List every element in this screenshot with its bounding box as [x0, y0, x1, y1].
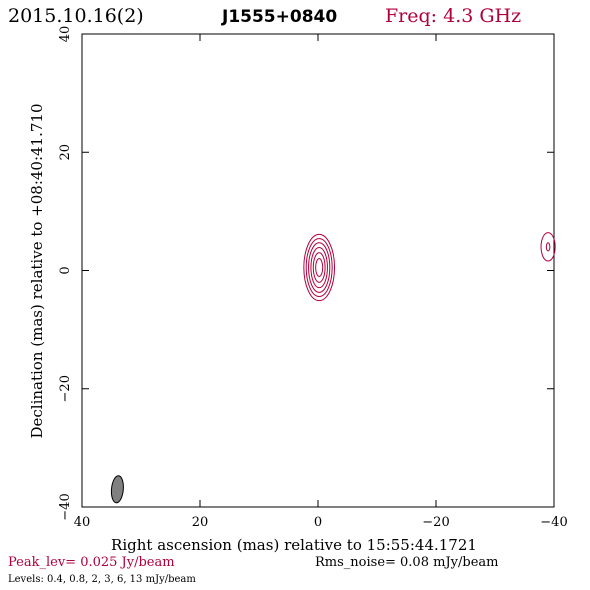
y-tick-label: 0 [58, 266, 73, 274]
frequency-label: Freq: 4.3 GHz [385, 5, 521, 27]
x-tick-label: 20 [192, 515, 209, 530]
y-axis-label: Declination (mas) relative to +08:40:41.… [28, 103, 46, 438]
x-tick-label: −40 [540, 515, 567, 530]
contour-core [312, 252, 326, 283]
contour-secondary [540, 232, 556, 262]
contour-core [303, 233, 336, 302]
contour-core [315, 258, 324, 277]
source-name: J1555+0840 [221, 7, 337, 27]
x-tick-label: 0 [314, 515, 322, 530]
peak-level: Peak_lev= 0.025 Jy/beam [8, 555, 175, 570]
contour-core [310, 246, 328, 289]
y-tick-label: 40 [58, 26, 73, 43]
contour-secondary [545, 242, 551, 252]
y-tick-label: −40 [58, 493, 73, 520]
rms-noise: Rms_noise= 0.08 mJy/beam [315, 555, 498, 570]
observation-date: 2015.10.16(2) [8, 5, 144, 27]
x-tick-label: −20 [422, 515, 449, 530]
x-tick-label: 40 [74, 515, 91, 530]
y-tick-label: −20 [58, 375, 73, 402]
contours [110, 232, 556, 504]
contour-levels: Levels: 0.4, 0.8, 2, 3, 6, 13 mJy/beam [8, 574, 196, 585]
contour-core [308, 242, 331, 293]
contour-core [305, 238, 333, 298]
component-secondary [540, 232, 556, 262]
x-axis-label: Right ascension (mas) relative to 15:55:… [111, 536, 477, 554]
axes: 40 20 0 −20 −40 −40 −20 0 20 40 [58, 26, 568, 530]
y-tick-label: 20 [58, 144, 73, 161]
beam-ellipse [110, 475, 124, 504]
component-core [303, 233, 336, 302]
plot-frame [81, 33, 555, 508]
